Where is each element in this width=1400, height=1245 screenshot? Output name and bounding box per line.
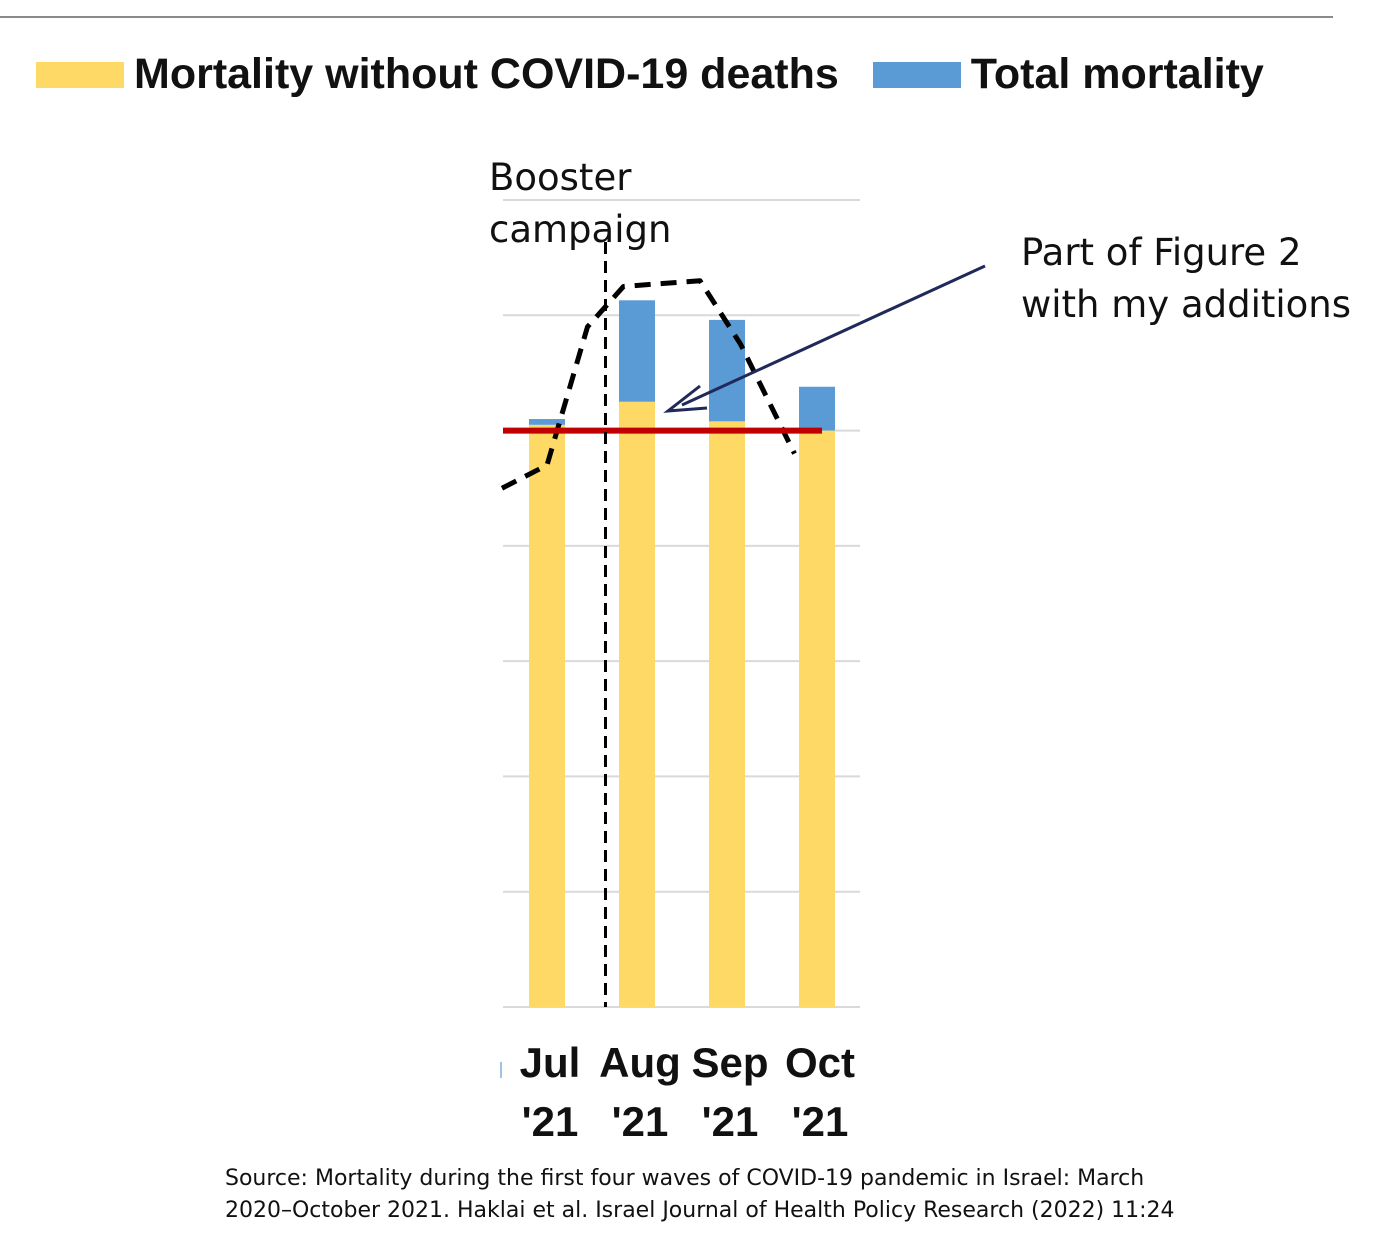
dashed-trend-line (500, 278, 797, 491)
x-tick-label-2-line-1: '21 (702, 1098, 759, 1145)
annotation-arrow-head (663, 384, 708, 413)
x-tick-label-3: Oct '21 (785, 1039, 855, 1145)
legend-label-mortality-without-covid: Mortality without COVID-19 deaths (134, 50, 839, 98)
x-tick-label-0: Jul '21 (520, 1039, 581, 1145)
x-tick-label-0-line-1: '21 (522, 1098, 579, 1145)
x-tick-label-2: Sep '21 (691, 1039, 768, 1145)
chart-legend: Mortality without COVID-19 deaths Total … (36, 50, 1298, 99)
legend-swatch-total-mortality (872, 61, 961, 88)
bar-mortality-without-covid-2 (709, 421, 745, 1007)
x-tick-label-0-line-0: Jul (520, 1039, 581, 1086)
axis-stub-mark (500, 1062, 502, 1078)
booster-label-line-0: Booster (489, 156, 632, 199)
x-tick-label-2-line-0: Sep (691, 1039, 768, 1086)
x-tick-label-1-line-1: '21 (612, 1098, 669, 1145)
annotation-arrow-shaft (681, 264, 986, 407)
bar-total-mortality-0 (529, 419, 565, 425)
source-line-1: Source: Mortality during the first four … (225, 1166, 1145, 1191)
x-tick-label-3-line-0: Oct (785, 1039, 855, 1086)
bar-total-mortality-3 (799, 386, 835, 431)
legend-item-mortality-without-covid: Mortality without COVID-19 deaths (36, 50, 839, 99)
x-tick-label-3-line-1: '21 (792, 1098, 849, 1145)
bar-mortality-without-covid-0 (529, 424, 565, 1007)
top-divider (0, 16, 1333, 18)
bar-mortality-without-covid-3 (799, 430, 835, 1008)
bar-total-mortality-2 (709, 319, 745, 422)
x-tick-label-1: Aug '21 (599, 1039, 681, 1145)
source-line-2: 2020–October 2021. Haklai et al. Israel … (225, 1198, 1175, 1223)
x-tick-label-1-line-0: Aug (599, 1039, 681, 1086)
bar-total-mortality-1 (619, 300, 655, 402)
booster-label-line-1: campaign (489, 208, 671, 251)
note-line-1: with my additions (1021, 283, 1351, 326)
legend-label-total-mortality: Total mortality (970, 50, 1264, 98)
mortality-bar-chart: Jul '21 Aug '21 Sep '21 Oct '21 Booster campaign P… (489, 156, 1351, 1145)
bar-mortality-without-covid-1 (619, 401, 655, 1007)
note-line-0: Part of Figure 2 (1021, 231, 1302, 274)
legend-item-total-mortality: Total mortality (872, 50, 1264, 99)
legend-swatch-mortality-without-covid (36, 61, 124, 88)
source-caption: Source: Mortality during the first four … (225, 1163, 1225, 1227)
